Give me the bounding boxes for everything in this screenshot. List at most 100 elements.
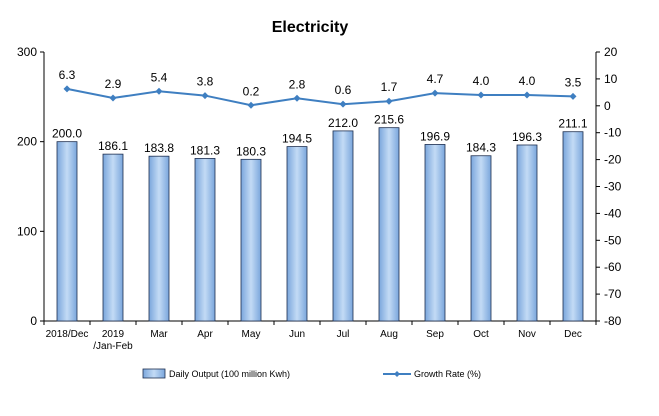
- y-left-tick-label: 0: [30, 314, 37, 328]
- legend-line-label: Growth Rate (%): [414, 369, 481, 379]
- y-left-tick-label: 300: [17, 45, 37, 59]
- bar-data-label: 215.6: [374, 113, 404, 127]
- x-tick-label: Dec: [564, 329, 582, 340]
- y-right-tick-label: 10: [604, 72, 618, 86]
- x-tick-labels: 2018/Dec 2019/Jan-Feb Mar Apr May Jun Jul Aug Se…: [46, 329, 582, 352]
- line-point: [293, 94, 301, 102]
- bar: [470, 155, 492, 322]
- chart-title: Electricity: [272, 19, 349, 36]
- y-right-tick-label: -50: [604, 233, 622, 247]
- bar-data-label: 180.3: [236, 144, 266, 158]
- bar: [148, 155, 170, 322]
- bar-data-label: 183.8: [144, 141, 174, 155]
- x-tick-label: Aug: [380, 329, 398, 340]
- line-point: [477, 91, 485, 99]
- bar-data-label: 211.1: [558, 117, 587, 131]
- bar: [332, 130, 354, 322]
- x-tick-label: Sep: [426, 329, 444, 340]
- line-data-label: 4.7: [427, 72, 444, 86]
- x-tick-label: 2018/Dec: [46, 329, 89, 340]
- growth-line: [66, 87, 574, 107]
- line-point: [431, 89, 439, 97]
- legend-bar-swatch: [142, 368, 166, 379]
- bar: [240, 158, 262, 322]
- legend-line-marker: [394, 371, 400, 377]
- line-data-label: 5.4: [151, 70, 168, 84]
- x-tick-label: 2019/Jan-Feb: [93, 329, 133, 352]
- y-right-tick-label: -40: [604, 206, 622, 220]
- bar: [424, 144, 446, 322]
- line-data-label: 2.8: [289, 77, 306, 91]
- line-data-label: 0.2: [243, 84, 260, 98]
- line-point: [385, 97, 393, 105]
- y-right-tick-label: -10: [604, 126, 622, 140]
- bar: [102, 153, 124, 322]
- x-tick-label-line: Mar: [150, 329, 168, 340]
- line-point: [523, 91, 531, 99]
- x-tick-label-line: 2019: [102, 329, 125, 340]
- bar-data-label: 184.3: [466, 141, 496, 155]
- line-point: [63, 85, 71, 93]
- x-tick-label: Mar: [150, 329, 168, 340]
- y-right-tick-label: -70: [604, 287, 622, 301]
- line-point: [109, 94, 117, 102]
- x-tick-label-line: 2018/Dec: [46, 329, 89, 340]
- bar-data-label: 212.0: [328, 116, 358, 130]
- x-tick-label: Nov: [518, 329, 536, 340]
- y-left-tick-label: 100: [17, 224, 37, 238]
- line-point: [201, 92, 209, 100]
- bar-data-label: 200.0: [52, 127, 82, 141]
- bar-series: [56, 127, 584, 322]
- line-data-label: 2.9: [105, 77, 122, 91]
- y-right-tick-label: 20: [604, 45, 618, 59]
- y-left-tick-label: 200: [17, 135, 37, 149]
- bar-data-label: 194.5: [282, 132, 312, 146]
- x-tick-label-line: Dec: [564, 329, 582, 340]
- x-tick-label-line: Nov: [518, 329, 536, 340]
- line-data-label: 4.0: [473, 74, 490, 88]
- legend-bar-label: Daily Output (100 million Kwh): [169, 369, 290, 379]
- bar-data-label: 186.1: [98, 139, 128, 153]
- axes: 0 100 200 300 -80 -70 -60 -50 -40 -30 -20 -10 0 10 20: [17, 45, 622, 328]
- bar-data-label: 181.3: [190, 143, 220, 157]
- line-data-label: 0.6: [335, 83, 352, 97]
- bar: [516, 144, 538, 322]
- line-point: [247, 101, 255, 109]
- x-tick-label-line: Aug: [380, 329, 398, 340]
- line-data-label: 3.5: [565, 75, 582, 89]
- line-data-label: 6.3: [59, 68, 76, 82]
- x-tick-label: Jul: [337, 329, 350, 340]
- y-right-tick-label: 0: [604, 99, 611, 113]
- line-series: [63, 85, 577, 109]
- x-tick-label-line: Apr: [197, 329, 213, 340]
- y-right-tick-label: -80: [604, 314, 622, 328]
- x-tick-label-line: Sep: [426, 329, 444, 340]
- bar: [286, 146, 308, 322]
- x-tick-label-line: /Jan-Feb: [93, 341, 133, 352]
- bar: [562, 131, 584, 322]
- x-tick-label: Apr: [197, 329, 213, 340]
- line-point: [339, 100, 347, 108]
- y-right-tick-label: -60: [604, 260, 622, 274]
- bar-data-label: 196.9: [420, 129, 450, 143]
- bar-data-label: 196.3: [512, 130, 542, 144]
- bar-data-labels: 200.0 186.1 183.8 181.3 180.3 194.5 212.0 215.6…: [52, 113, 588, 159]
- x-tick-label-line: Oct: [473, 329, 489, 340]
- x-tick-label: Jun: [289, 329, 305, 340]
- x-tick-label: Oct: [473, 329, 489, 340]
- bar: [378, 127, 400, 322]
- y-right-tick-label: -20: [604, 153, 622, 167]
- x-tick-label: May: [242, 329, 261, 340]
- bar: [194, 158, 216, 322]
- bar: [56, 141, 78, 322]
- x-tick-label-line: May: [242, 329, 261, 340]
- line-data-label: 4.0: [519, 74, 536, 88]
- line-point: [569, 92, 577, 100]
- x-tick-label-line: Jul: [337, 329, 350, 340]
- line-point: [155, 87, 163, 95]
- legend: Daily Output (100 million Kwh) Growth Rat…: [142, 368, 481, 379]
- line-data-labels: 6.3 2.9 5.4 3.8 0.2 2.8 0.6 1.7 4.7 4.0 4.0 3.5: [59, 68, 582, 98]
- line-data-label: 3.8: [197, 75, 214, 89]
- line-data-label: 1.7: [381, 80, 398, 94]
